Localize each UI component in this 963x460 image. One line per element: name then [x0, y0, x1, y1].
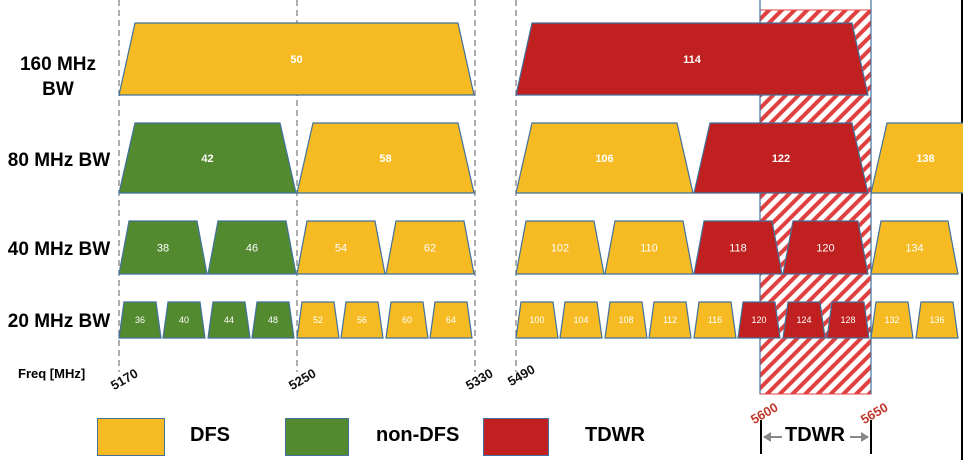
channel-bw20-100	[515, 301, 559, 339]
channel-label-bw20-124: 124	[796, 315, 811, 325]
channel-bw80-42	[118, 122, 297, 194]
legend-label-dfs: DFS	[190, 424, 230, 446]
row-label-80mhz: 80 MHz BW	[7, 150, 111, 171]
channel-bw20-108	[604, 301, 648, 339]
channel-bw20-104	[559, 301, 603, 339]
legend-label-tdwr: TDWR	[585, 424, 645, 446]
channel-label-bw20-108: 108	[618, 315, 633, 325]
channel-bw20-40	[162, 301, 206, 339]
channel-bw20-36	[118, 301, 162, 339]
channel-shapes: 50 114 42 58 106 122 138 38 46 54 62 102 110 118 120 13…	[118, 22, 963, 339]
channel-label-bw40-54: 54	[335, 242, 347, 254]
legend-swatch-dfs	[97, 418, 165, 456]
channel-bw20-56	[340, 301, 384, 339]
channel-label-bw20-136: 136	[929, 315, 944, 325]
legend-swatch-tdwr	[483, 418, 549, 456]
channel-label-bw20-64: 64	[446, 315, 456, 325]
channel-label-bw40-120: 120	[816, 242, 834, 254]
channel-bw40-102	[515, 220, 605, 275]
channel-bw80-138	[870, 122, 963, 194]
channel-label-bw20-132: 132	[884, 315, 899, 325]
tdwr-span-arrowhead-left	[763, 432, 771, 442]
channel-label-bw20-52: 52	[313, 315, 323, 325]
channel-bw40-134	[870, 220, 959, 275]
channel-bw20-52	[296, 301, 340, 339]
channel-bw20-112	[648, 301, 692, 339]
channel-label-bw40-38: 38	[157, 242, 169, 254]
channel-label-bw20-116: 116	[708, 315, 722, 325]
channel-label-bw80-138: 138	[916, 153, 934, 165]
channel-bw20-60	[385, 301, 429, 339]
channel-bw20-124	[782, 301, 826, 339]
channel-bw20-128	[826, 301, 870, 339]
tdwr-span-arrowhead-right	[861, 432, 869, 442]
channel-bw40-38	[118, 220, 208, 275]
channel-bw40-120	[782, 220, 869, 275]
channel-label-bw20-100: 100	[529, 315, 544, 325]
channel-label-bw40-118: 118	[729, 242, 747, 254]
channel-bw40-62	[385, 220, 475, 275]
tdwr-span-label: TDWR	[785, 424, 845, 446]
channel-bw20-116	[693, 301, 737, 339]
channel-label-bw80-42: 42	[201, 153, 213, 165]
row-label-40mhz: 40 MHz BW	[7, 239, 111, 260]
channel-label-bw40-62: 62	[424, 242, 436, 254]
channel-bw40-54	[296, 220, 386, 275]
channel-bw20-136	[915, 301, 959, 339]
channel-label-bw20-128: 128	[840, 315, 855, 325]
freq-axis-label: Freq [MHz]	[18, 366, 86, 381]
channel-label-bw40-110: 110	[640, 242, 658, 254]
channel-label-bw20-112: 112	[663, 315, 677, 325]
channel-label-bw40-134: 134	[905, 242, 923, 254]
channel-bw160-114	[515, 22, 869, 96]
channel-label-bw40-102: 102	[551, 242, 569, 254]
channel-label-bw80-58: 58	[379, 153, 391, 165]
channel-bw40-46	[207, 220, 297, 275]
channel-label-bw20-40: 40	[179, 315, 189, 325]
channel-label-bw20-44: 44	[224, 315, 234, 325]
channel-bw20-132	[870, 301, 914, 339]
channel-label-bw20-36: 36	[135, 315, 145, 325]
channel-label-bw160-50: 50	[290, 54, 302, 66]
channel-bw40-118	[693, 220, 783, 275]
channel-label-bw40-46: 46	[246, 242, 258, 254]
channel-label-bw80-122: 122	[772, 153, 790, 165]
row-label-20mhz: 20 MHz BW	[7, 311, 111, 332]
channel-bw80-106	[515, 122, 694, 194]
channel-label-bw20-48: 48	[268, 315, 278, 325]
channel-label-bw20-104: 104	[573, 315, 588, 325]
channel-label-bw20-60: 60	[402, 315, 412, 325]
channel-bw160-50	[118, 22, 475, 96]
channel-bw20-64	[429, 301, 473, 339]
channel-label-bw20-56: 56	[357, 315, 367, 325]
channel-bw20-48	[251, 301, 295, 339]
channel-label-bw20-120: 120	[751, 315, 766, 325]
row-label-160mhz: 160 MHz BW	[19, 54, 97, 100]
legend-label-non-dfs: non-DFS	[376, 424, 460, 446]
legend-swatch-non-dfs	[285, 418, 349, 456]
channel-bw80-122	[693, 122, 869, 194]
channel-bw20-44	[207, 301, 251, 339]
channel-bw40-110	[604, 220, 694, 275]
channel-label-bw160-114: 114	[683, 54, 702, 66]
channel-bw20-120	[737, 301, 781, 339]
channel-bw80-58	[296, 122, 475, 194]
channel-label-bw80-106: 106	[595, 153, 613, 165]
